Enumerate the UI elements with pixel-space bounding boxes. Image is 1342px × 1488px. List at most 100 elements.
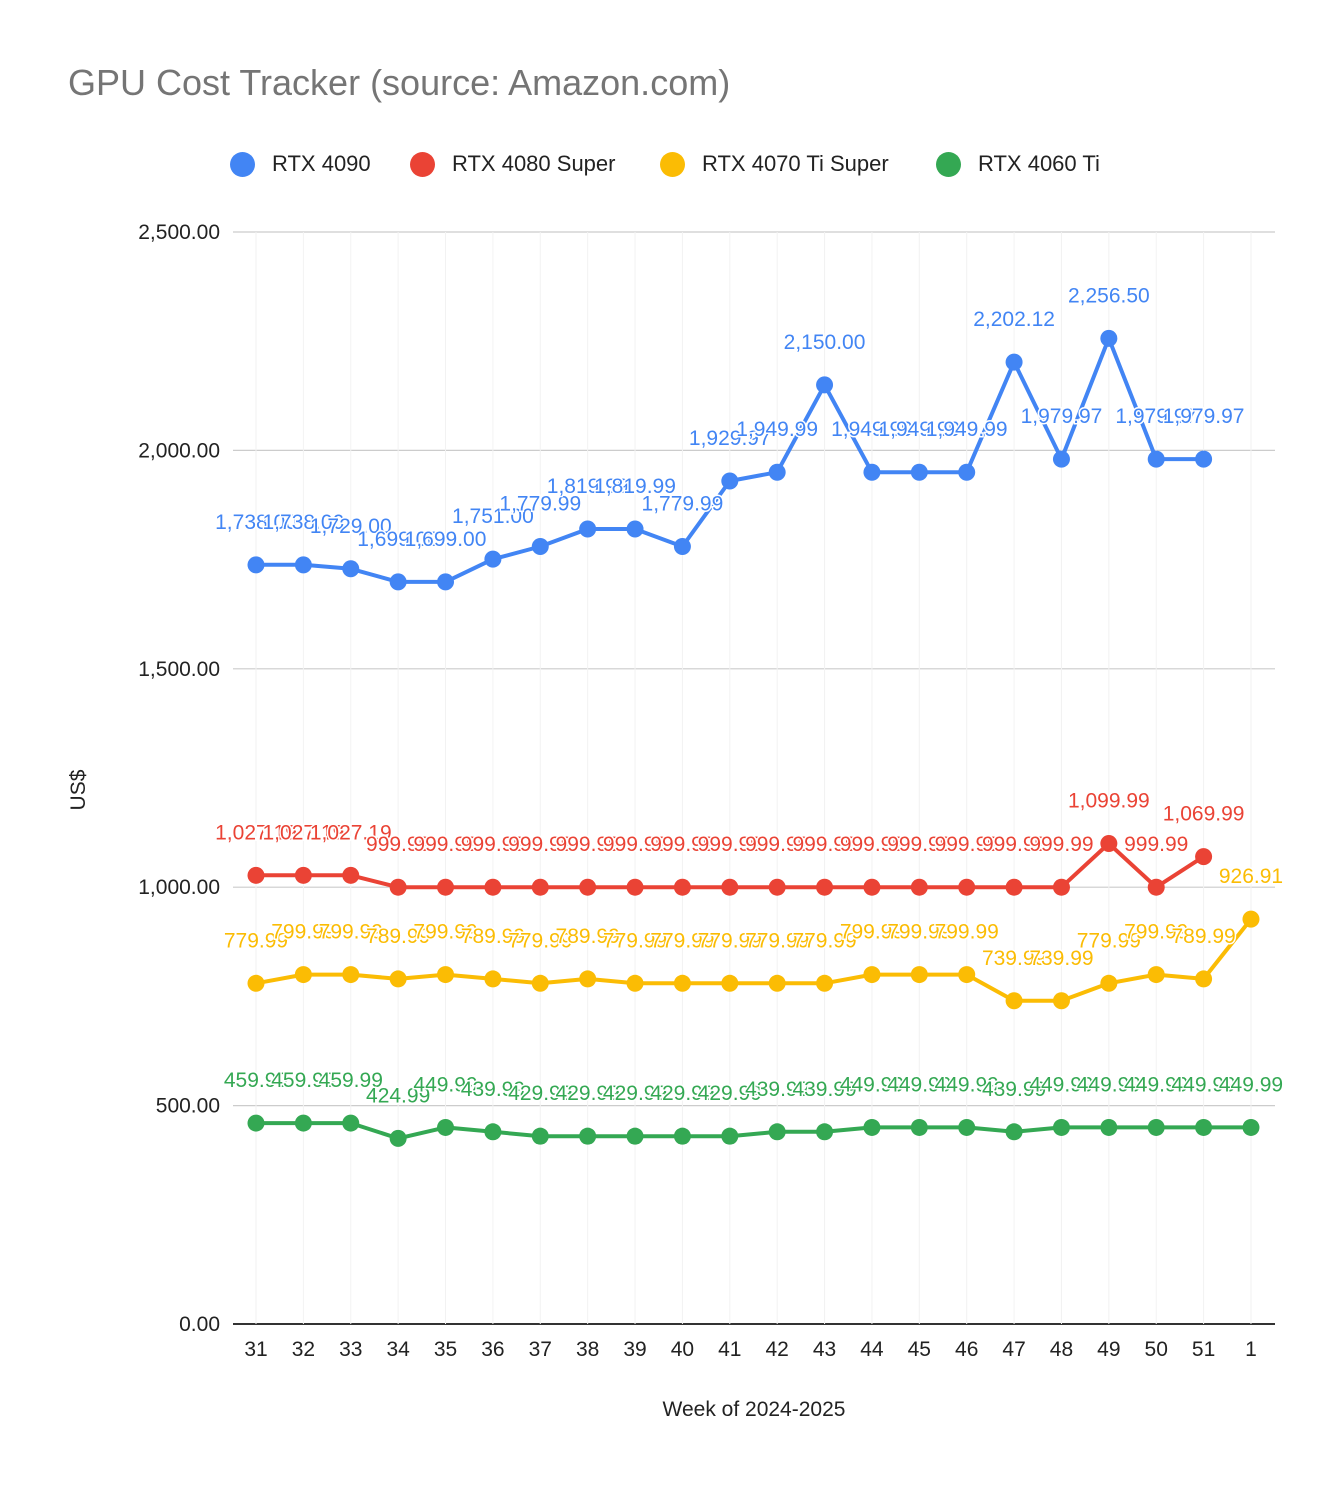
data-point-rtx-4070-ti-super[interactable]	[1195, 970, 1213, 988]
data-point-rtx-4070-ti-super[interactable]	[484, 970, 502, 988]
data-point-rtx-4080-super[interactable]	[294, 866, 312, 884]
data-point-rtx-4070-ti-super[interactable]	[437, 966, 455, 984]
data-point-rtx-4090[interactable]	[958, 463, 976, 481]
data-point-rtx-4080-super[interactable]	[579, 878, 597, 896]
data-point-rtx-4070-ti-super[interactable]	[721, 974, 739, 992]
data-point-rtx-4070-ti-super[interactable]	[389, 970, 407, 988]
data-point-rtx-4080-super[interactable]	[247, 866, 265, 884]
data-point-rtx-4060-ti[interactable]	[721, 1127, 739, 1145]
data-point-rtx-4070-ti-super[interactable]	[1147, 966, 1165, 984]
data-point-rtx-4060-ti[interactable]	[342, 1114, 360, 1132]
data-point-rtx-4090[interactable]	[247, 556, 265, 574]
data-label-rtx-4070-ti-super: 799.99	[840, 921, 904, 944]
data-point-rtx-4090[interactable]	[1052, 450, 1070, 468]
data-point-rtx-4070-ti-super[interactable]	[342, 966, 360, 984]
legend-item-rtx-4060-ti[interactable]: RTX 4060 Ti	[936, 142, 1100, 186]
data-point-rtx-4090[interactable]	[484, 550, 502, 568]
data-point-rtx-4070-ti-super[interactable]	[531, 974, 549, 992]
data-point-rtx-4090[interactable]	[342, 560, 360, 578]
data-point-rtx-4070-ti-super[interactable]	[768, 974, 786, 992]
data-point-rtx-4060-ti[interactable]	[1005, 1123, 1023, 1141]
data-point-rtx-4070-ti-super[interactable]	[673, 974, 691, 992]
data-point-rtx-4060-ti[interactable]	[1147, 1118, 1165, 1136]
data-point-rtx-4070-ti-super[interactable]	[958, 966, 976, 984]
legend-item-rtx-4090[interactable]: RTX 4090	[230, 142, 371, 186]
data-label-rtx-4060-ti: 439.99	[982, 1078, 1046, 1101]
data-point-rtx-4080-super[interactable]	[910, 878, 928, 896]
data-point-rtx-4070-ti-super[interactable]	[816, 974, 834, 992]
data-point-rtx-4080-super[interactable]	[863, 878, 881, 896]
data-point-rtx-4070-ti-super[interactable]	[626, 974, 644, 992]
data-point-rtx-4080-super[interactable]	[531, 878, 549, 896]
data-point-rtx-4060-ti[interactable]	[579, 1127, 597, 1145]
data-point-rtx-4080-super[interactable]	[1052, 878, 1070, 896]
data-point-rtx-4090[interactable]	[1147, 450, 1165, 468]
data-label-rtx-4080-super: 999.99	[840, 833, 904, 856]
data-point-rtx-4060-ti[interactable]	[958, 1118, 976, 1136]
data-point-rtx-4080-super[interactable]	[816, 878, 834, 896]
data-point-rtx-4090[interactable]	[531, 538, 549, 556]
data-point-rtx-4060-ti[interactable]	[294, 1114, 312, 1132]
data-point-rtx-4090[interactable]	[437, 573, 455, 591]
data-point-rtx-4090[interactable]	[768, 463, 786, 481]
data-label-rtx-4080-super: 999.99	[603, 833, 667, 856]
data-point-rtx-4060-ti[interactable]	[484, 1123, 502, 1141]
data-point-rtx-4080-super[interactable]	[437, 878, 455, 896]
data-point-rtx-4090[interactable]	[626, 520, 644, 538]
data-point-rtx-4090[interactable]	[816, 376, 834, 394]
x-tick-label: 38	[576, 1338, 599, 1361]
data-point-rtx-4090[interactable]	[1005, 353, 1023, 371]
data-point-rtx-4080-super[interactable]	[673, 878, 691, 896]
data-point-rtx-4060-ti[interactable]	[1100, 1118, 1118, 1136]
x-axis-title: Week of 2024-2025	[663, 1398, 846, 1421]
data-point-rtx-4090[interactable]	[389, 573, 407, 591]
legend-item-rtx-4070-ti-super[interactable]: RTX 4070 Ti Super	[660, 142, 889, 186]
data-point-rtx-4090[interactable]	[910, 463, 928, 481]
data-point-rtx-4080-super[interactable]	[626, 878, 644, 896]
data-point-rtx-4090[interactable]	[294, 556, 312, 574]
data-point-rtx-4080-super[interactable]	[1100, 835, 1118, 853]
data-point-rtx-4070-ti-super[interactable]	[247, 974, 265, 992]
data-point-rtx-4060-ti[interactable]	[1052, 1118, 1070, 1136]
data-point-rtx-4060-ti[interactable]	[768, 1123, 786, 1141]
data-point-rtx-4080-super[interactable]	[389, 878, 407, 896]
legend-item-rtx-4080-super[interactable]: RTX 4080 Super	[410, 142, 615, 186]
data-label-rtx-4070-ti-super: 789.99	[461, 925, 525, 948]
data-point-rtx-4080-super[interactable]	[1005, 878, 1023, 896]
data-point-rtx-4090[interactable]	[721, 472, 739, 490]
data-point-rtx-4070-ti-super[interactable]	[1005, 992, 1023, 1010]
data-point-rtx-4090[interactable]	[863, 463, 881, 481]
data-point-rtx-4060-ti[interactable]	[816, 1123, 834, 1141]
data-point-rtx-4090[interactable]	[673, 538, 691, 556]
data-point-rtx-4090[interactable]	[579, 520, 597, 538]
data-point-rtx-4060-ti[interactable]	[531, 1127, 549, 1145]
data-point-rtx-4070-ti-super[interactable]	[294, 966, 312, 984]
data-point-rtx-4090[interactable]	[1100, 329, 1118, 347]
x-tick-label: 41	[718, 1338, 741, 1361]
x-tick-label: 44	[860, 1338, 884, 1361]
data-point-rtx-4080-super[interactable]	[484, 878, 502, 896]
data-point-rtx-4080-super[interactable]	[1195, 848, 1213, 866]
data-point-rtx-4060-ti[interactable]	[1195, 1118, 1213, 1136]
data-point-rtx-4060-ti[interactable]	[1242, 1118, 1260, 1136]
data-point-rtx-4070-ti-super[interactable]	[579, 970, 597, 988]
data-point-rtx-4080-super[interactable]	[721, 878, 739, 896]
data-point-rtx-4060-ti[interactable]	[863, 1118, 881, 1136]
data-point-rtx-4060-ti[interactable]	[389, 1129, 407, 1147]
data-point-rtx-4070-ti-super[interactable]	[910, 966, 928, 984]
data-point-rtx-4060-ti[interactable]	[910, 1118, 928, 1136]
data-point-rtx-4080-super[interactable]	[342, 866, 360, 884]
data-point-rtx-4070-ti-super[interactable]	[1242, 910, 1260, 928]
data-point-rtx-4070-ti-super[interactable]	[1052, 992, 1070, 1010]
data-point-rtx-4080-super[interactable]	[958, 878, 976, 896]
data-point-rtx-4060-ti[interactable]	[626, 1127, 644, 1145]
data-point-rtx-4060-ti[interactable]	[437, 1118, 455, 1136]
data-point-rtx-4080-super[interactable]	[768, 878, 786, 896]
data-point-rtx-4090[interactable]	[1195, 450, 1213, 468]
data-point-rtx-4060-ti[interactable]	[247, 1114, 265, 1132]
data-point-rtx-4070-ti-super[interactable]	[1100, 974, 1118, 992]
data-point-rtx-4060-ti[interactable]	[673, 1127, 691, 1145]
data-point-rtx-4080-super[interactable]	[1147, 878, 1165, 896]
data-point-rtx-4070-ti-super[interactable]	[863, 966, 881, 984]
x-tick-label: 46	[955, 1338, 978, 1361]
